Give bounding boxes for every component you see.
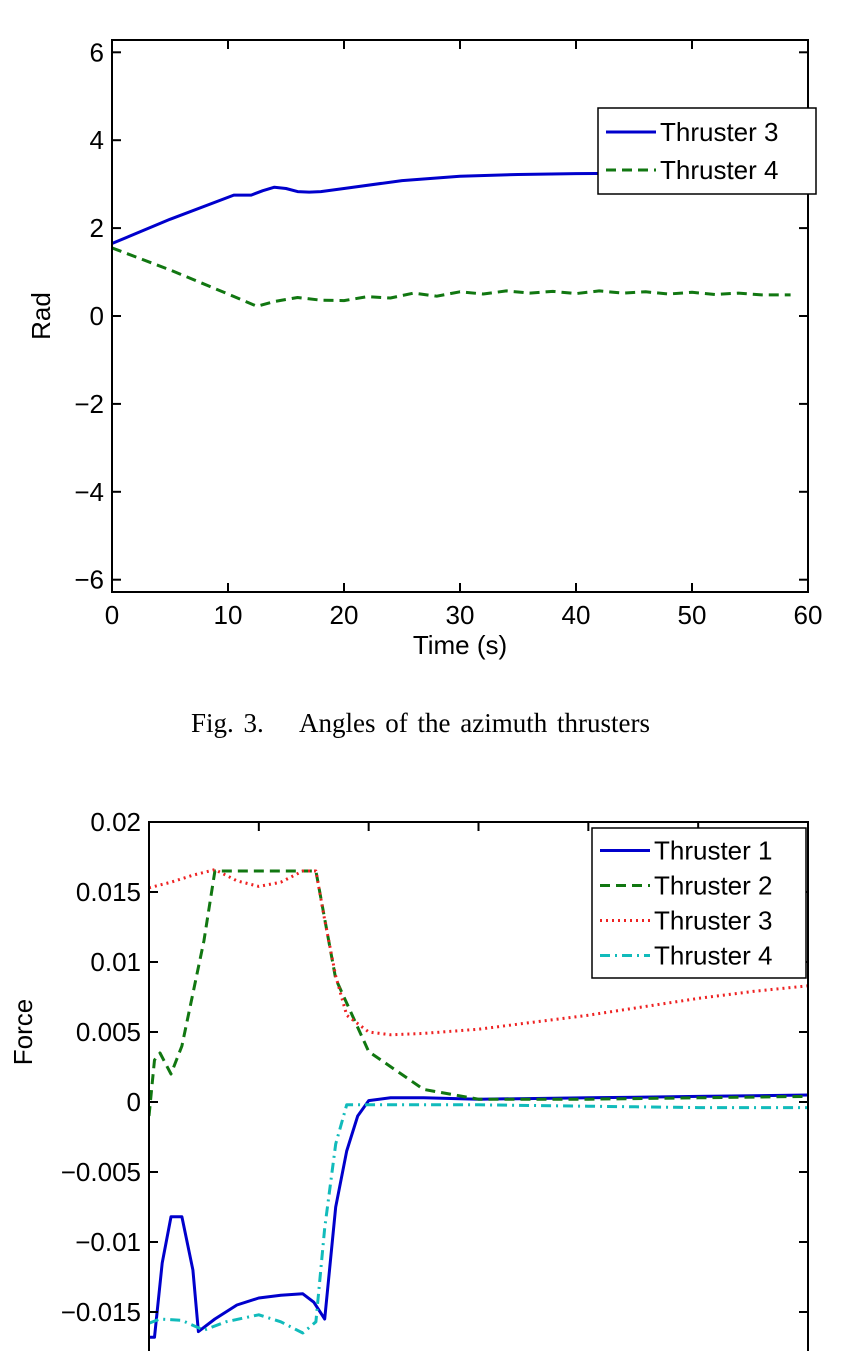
y-tick-label: −0.005 bbox=[61, 1157, 141, 1187]
y-tick-label: 2 bbox=[90, 213, 104, 243]
x-tick-label: 20 bbox=[330, 600, 359, 630]
y-axis-label: Rad bbox=[26, 292, 56, 340]
x-tick-label: 50 bbox=[678, 600, 707, 630]
y-tick-label: 0.015 bbox=[76, 877, 141, 907]
y-tick-label: 6 bbox=[90, 37, 104, 67]
x-tick-label: 30 bbox=[446, 600, 475, 630]
plot-area bbox=[149, 868, 808, 1339]
y-axis-label: Force bbox=[8, 999, 38, 1065]
x-tick-label: 60 bbox=[794, 600, 823, 630]
legend-label-3: Thruster 3 bbox=[654, 906, 773, 936]
y-tick-label: 0.005 bbox=[76, 1017, 141, 1047]
x-tick-label: 10 bbox=[214, 600, 243, 630]
y-tick-label: 0 bbox=[127, 1087, 141, 1117]
legend-label-4: Thruster 4 bbox=[654, 941, 773, 971]
series-line-1 bbox=[149, 1093, 808, 1339]
legend-label-2: Thruster 4 bbox=[660, 155, 779, 185]
y-tick-label: 0 bbox=[90, 301, 104, 331]
force-chart: −0.02−0.015−0.01−0.00500.0050.010.0150.0… bbox=[8, 807, 809, 1351]
series-line-2 bbox=[149, 869, 808, 1117]
y-tick-label: 0.01 bbox=[90, 947, 141, 977]
legend-box bbox=[591, 827, 807, 979]
legend-label-1: Thruster 1 bbox=[654, 836, 773, 866]
x-axis-label: Time (s) bbox=[413, 630, 507, 660]
y-tick-label: −6 bbox=[74, 565, 104, 595]
x-tick-label: 40 bbox=[562, 600, 591, 630]
series-line-4 bbox=[149, 1103, 808, 1335]
series-line-2 bbox=[112, 246, 791, 308]
y-tick-label: −2 bbox=[74, 389, 104, 419]
figure-caption: Fig. 3. Angles of the azimuth thrusters bbox=[191, 708, 650, 738]
legend-label-1: Thruster 3 bbox=[660, 117, 779, 147]
y-tick-label: 0.02 bbox=[90, 807, 141, 837]
y-tick-label: 4 bbox=[90, 125, 104, 155]
legend-box bbox=[597, 107, 817, 195]
y-tick-label: −0.01 bbox=[75, 1227, 141, 1257]
legend-label-2: Thruster 2 bbox=[654, 871, 773, 901]
x-tick-label: 0 bbox=[105, 600, 119, 630]
y-tick-label: −0.015 bbox=[61, 1297, 141, 1327]
y-tick-label: −4 bbox=[74, 477, 104, 507]
